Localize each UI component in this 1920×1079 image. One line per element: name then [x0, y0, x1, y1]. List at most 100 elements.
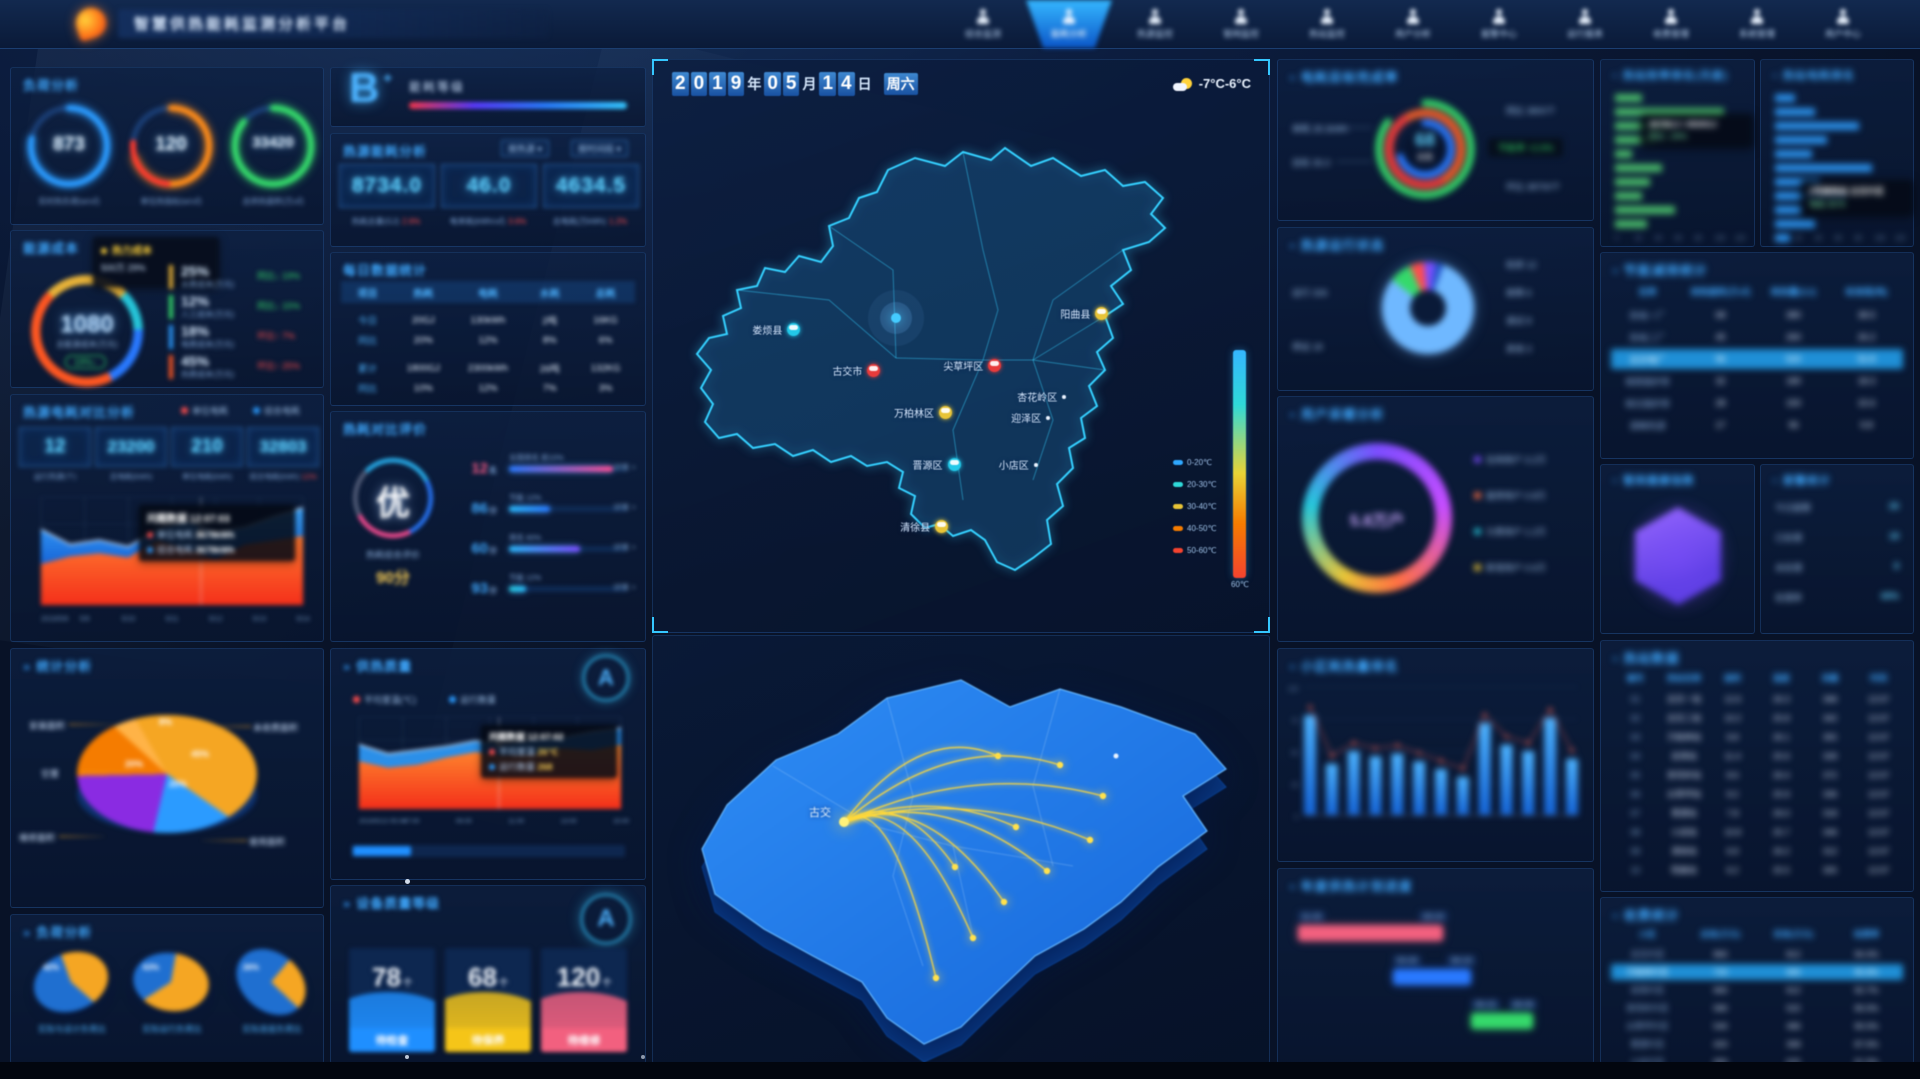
legend-dot	[449, 696, 456, 703]
nav-item-6[interactable]: 用户分析	[1370, 0, 1456, 48]
nav-item-5[interactable]: 热站监控	[1284, 0, 1370, 48]
table-row[interactable]: 调峰热源 17 96 9.8	[1611, 415, 1903, 435]
pagination-dot[interactable]	[405, 1055, 409, 1059]
tooltip-line1: 2号换热站 古交片区	[1809, 186, 1885, 196]
user-icon-head	[1582, 8, 1588, 15]
gantt-bar[interactable]	[1392, 969, 1472, 985]
cell: 25.7	[1773, 826, 1790, 837]
cell: 同比	[357, 336, 377, 347]
table-row[interactable]: 09 清徐站 6.9 26.2 312 12:07	[1611, 842, 1903, 859]
district-杏花岭区: 杏花岭区	[1017, 389, 1067, 404]
pagination-dot[interactable]	[641, 1055, 645, 1059]
table-row[interactable]: 10 阳曲站 6.2 25.5 305 12:07	[1611, 861, 1903, 878]
cell: 132KG	[590, 362, 621, 374]
table-row[interactable]: 05 杏花岭站 8.6 26.4 372 12:07	[1611, 766, 1903, 783]
top-nav: 智慧供热能耗监测分析平台 综合监测 能耗分析 热源监控 管网监控 热站监控 用户分析 报警中…	[0, 0, 1920, 49]
detail-link[interactable]: 详情 >	[613, 583, 636, 592]
table-row[interactable]: 城北锅炉房 28 150 15.6	[1611, 393, 1903, 413]
user-icon	[1836, 8, 1850, 24]
bullet-icon: ▪	[1290, 659, 1296, 674]
panel-station-table: ▪ 热站数据 编号 热站名称 面积 温度 流量 时间 01 古交一站 12.6 26.3 368 12:…	[1600, 640, 1914, 892]
detail-link[interactable]: 详情 >	[613, 543, 636, 552]
ring-legend-row: 报停用户 0.8万	[1474, 489, 1546, 502]
tooltip-dot	[489, 749, 495, 755]
table-row[interactable]: 03 万柏林站 9.8 26.1 355 12:07	[1611, 728, 1903, 745]
table-row[interactable]: 今日 20GJ 130kWh 2吨 16KG	[341, 311, 635, 329]
table-row[interactable]: 08 小店站 10.8 25.7 346 12:07	[1611, 823, 1903, 840]
chart-scrollbar-handle[interactable]	[353, 846, 411, 856]
filter-dropdown-1[interactable]: 按热源 ▾	[501, 140, 550, 157]
legend-dot	[181, 407, 188, 414]
nav-item-10[interactable]: 系统管理	[1714, 0, 1800, 48]
gantt-bar[interactable]	[1471, 1013, 1533, 1029]
legend-dot	[1173, 460, 1183, 465]
nav-item-1[interactable]: 综合监测	[940, 0, 1026, 48]
table-row[interactable]: 同比 20% 12% 8% 6%	[341, 331, 635, 349]
nav-item-2[interactable]: 能耗分析	[1026, 0, 1112, 48]
cell: 336	[1822, 788, 1838, 799]
pie-leader-line	[69, 724, 115, 725]
table-row[interactable]: 同比 10% 12% 7% 3%	[341, 379, 635, 397]
panel-city-map: 2 0 1 9 年 0 5 月 1 4 日周六 -7°C-6°C 娄烦县 古交市 阳曲县 尖草坪区 杏花岭区 万柏…	[652, 59, 1270, 633]
nav-item-4[interactable]: 管网监控	[1198, 0, 1284, 48]
table-row[interactable]: 杏花岭片区 580 522 90.0%	[1611, 1000, 1903, 1016]
bullet-icon: ▪	[1613, 908, 1619, 923]
table-row[interactable]: 热电一厂 68 380 38.5	[1611, 305, 1903, 325]
table-row[interactable]: 01 古交一站 12.6 26.3 368 12:07	[1611, 690, 1903, 707]
user-icon-head	[1668, 8, 1674, 15]
device-card-1[interactable]: 78 个待检查	[349, 948, 435, 1052]
table-row[interactable]: 晋源片区 420 368 87.6%	[1611, 1036, 1903, 1052]
table-row[interactable]: 城南锅炉房 32 180 18.3	[1611, 371, 1903, 391]
table-row[interactable]: 热电二厂 45 260 26.2	[1611, 327, 1903, 347]
table-row[interactable]: 累计 1800GJ 2300kWh 26吨 132KG	[341, 359, 635, 377]
stat-box: 32803	[247, 427, 319, 467]
district-label: 阳曲县	[1060, 310, 1091, 322]
table-row[interactable]: 尖草坪片区 540 486 90.0%	[1611, 1018, 1903, 1034]
ring-right-label: 同比 3800个	[1506, 106, 1556, 116]
user-ring-center: 5.8万户	[1349, 513, 1405, 530]
nav-item-label: 系统管理	[1738, 28, 1775, 39]
gantt-tag: 08-30	[1508, 999, 1538, 1010]
small-pie-label: 实际连接负荷比	[242, 1024, 302, 1034]
chart-legend-item: 综合电耗	[253, 404, 300, 417]
table-row[interactable]: 06 尖草坪站 9.2 25.9 336 12:07	[1611, 785, 1903, 802]
nav-item-9[interactable]: 收费管理	[1628, 0, 1714, 48]
cell: 1800GJ	[406, 362, 440, 374]
tooltip-line2: 电耗 3678	[1809, 200, 1846, 209]
nav-item-7[interactable]: 报警中心	[1456, 0, 1542, 48]
nav-item-3[interactable]: 热源监控	[1112, 0, 1198, 48]
grade-label: 能耗等级	[409, 80, 466, 94]
carousel-dot[interactable]	[405, 879, 410, 884]
alarm-row: 处理率 69%	[1775, 591, 1899, 604]
table-row[interactable]: 02 古交二站 10.2 25.8 342 12:07	[1611, 709, 1903, 726]
svg-text:100: 100	[1288, 687, 1299, 693]
filter-dropdown-2[interactable]: 按时间段 ▾	[571, 140, 629, 157]
panel-title: ▪ 节能减排统计	[1613, 263, 1708, 278]
detail-link[interactable]: 详情 >	[613, 503, 636, 512]
device-card-2[interactable]: 68 个待保养	[445, 948, 531, 1052]
table-row[interactable]: 古交片区 860 812 94.4%	[1611, 946, 1903, 962]
device-card-3[interactable]: 120 个待维修	[541, 948, 627, 1052]
table-row[interactable]: 古交电厂 96 520 52.8	[1611, 349, 1903, 369]
nav-item-11[interactable]: 用户中心	[1800, 0, 1886, 48]
rank-bar-track	[509, 466, 627, 472]
svg-text:5/12: 5/12	[209, 616, 223, 623]
user-icon-body	[1665, 15, 1677, 24]
cost-badge[interactable]: 19%↓	[65, 355, 106, 369]
app-title-bar: 智慧供热能耗监测分析平台	[118, 9, 548, 38]
table-row[interactable]: 万柏林片区 720 690 95.8%	[1611, 964, 1903, 980]
cell: 9.8	[1860, 420, 1873, 430]
pie-label-left: 维修面积	[19, 833, 56, 843]
legend-dot	[1173, 504, 1183, 509]
gantt-bar[interactable]	[1297, 925, 1444, 941]
weather-sun	[1180, 77, 1192, 89]
table-row[interactable]: 04 迎泽站 11.4 25.6 328 12:07	[1611, 747, 1903, 764]
table-row[interactable]: 迎泽片区 660 612 92.7%	[1611, 982, 1903, 998]
detail-link[interactable]: 详情 >	[613, 463, 636, 472]
cell: 372	[1822, 769, 1838, 780]
table-row[interactable]: 07 晋源站 7.8 26.0 318 12:07	[1611, 804, 1903, 821]
col-header: 总耗	[595, 288, 616, 300]
bullet-icon: ▪	[1613, 263, 1619, 278]
nav-item-8[interactable]: 运行报表	[1542, 0, 1628, 48]
panel-title: ▪ 热站效率排名(月度)	[1613, 70, 1729, 82]
